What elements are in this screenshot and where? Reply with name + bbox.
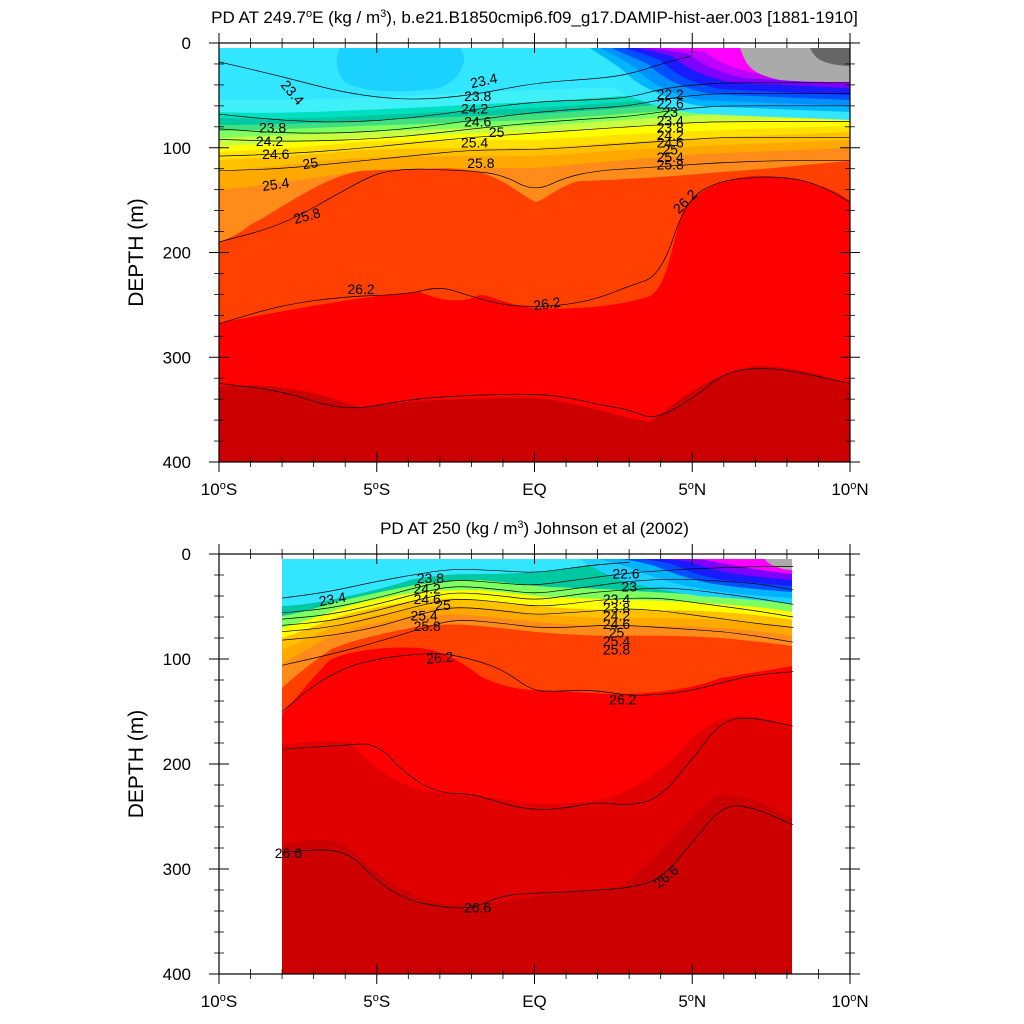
bottom-isoline-23.8	[282, 566, 794, 614]
top-isoline-25.8	[219, 159, 850, 243]
top-ytick-label: 400	[163, 453, 191, 472]
top-contour-label: 25.4	[461, 134, 488, 150]
bottom-isoline-26.6	[282, 805, 794, 909]
top-contour-label: 25.8	[657, 156, 684, 172]
top-contour-label: 24.6	[262, 146, 289, 162]
bottom-contour-label: 24.2	[603, 608, 630, 624]
bottom-isoline-25	[282, 597, 794, 633]
top-contour-label: 23.4	[657, 112, 684, 128]
bottom-contour-label: 25.4	[410, 608, 437, 624]
top-contour-label: 24.2	[256, 133, 283, 149]
top-contour-label: 25.8	[292, 204, 323, 227]
top-isoline-25	[219, 121, 850, 157]
bottom-contour-label: 26.6	[464, 900, 491, 916]
top-isoline-24.6	[219, 105, 850, 142]
top-isoline-24.2	[219, 92, 850, 134]
top-contour-label: 26.2	[532, 294, 561, 314]
top-contour-label: 23.8	[259, 120, 286, 136]
top-contour-label: 26.2	[347, 281, 374, 297]
bottom-contour-label: 24.2	[414, 580, 441, 596]
top-contour-label: 23.8	[657, 120, 684, 136]
bottom-contour-label: 23.8	[417, 570, 444, 586]
bottom-contour-label: 25.8	[603, 641, 630, 657]
bottom-contour-label: 24.6	[603, 616, 630, 632]
top-contour-label: 25	[301, 154, 319, 172]
bottom-isoline-26.2	[281, 653, 794, 712]
bottom-contour-label: 22.6	[612, 566, 639, 582]
bottom-contour-label: 24.6	[414, 591, 441, 607]
top-contour-label: 24.6	[657, 134, 684, 150]
top-contour-fill	[219, 43, 850, 462]
bottom-contour-label: 23.4	[603, 591, 630, 607]
top-contour-label: 24.2	[657, 127, 684, 143]
top-ytick-label: 0	[182, 34, 191, 53]
top-ytick-label: 200	[163, 244, 191, 263]
bottom-xtick-label: EQ	[522, 992, 547, 1011]
top-isoline-26.2	[219, 176, 850, 325]
bottom-contour-label: 25.8	[414, 618, 441, 634]
top-xtick-label: 10oS	[201, 480, 237, 499]
bottom-isoline-25.4	[282, 607, 794, 641]
bottom-isolines	[281, 562, 794, 909]
bottom-contour-labels: 23.423.824.224.62525.425.826.222.62323.4…	[275, 566, 682, 916]
top-ytick-label: 100	[163, 139, 191, 158]
bottom-ylabel: DEPTH (m)	[125, 710, 148, 819]
top-xtick-label: 5oN	[678, 480, 706, 499]
bottom-ytick-label: 0	[182, 545, 191, 564]
top-contour-label: 23.8	[464, 88, 491, 104]
top-contour-label: 23.4	[469, 70, 499, 91]
bottom-contour-label: 26.6	[275, 845, 302, 861]
bottom-xtick-label: 10oN	[831, 992, 868, 1011]
bottom-contour-fill	[219, 554, 850, 974]
bottom-ytick-label: 300	[163, 860, 191, 879]
top-contour-label: 23	[662, 104, 678, 120]
bottom-contour-label: 26.2	[609, 692, 636, 708]
bottom-isoline-26.4	[282, 717, 794, 810]
bottom-isoline-24.2	[282, 578, 794, 620]
bottom-contour-label: 25	[609, 625, 625, 641]
bottom-contour-label: 23	[621, 578, 637, 594]
top-xtick-label: 10oN	[831, 480, 868, 499]
bottom-panel: PD AT 250 (kg / m3) Johnson et al (2002)	[125, 519, 869, 1011]
top-xtick-label: 5oS	[363, 480, 390, 499]
bottom-isoline-25.8	[282, 620, 794, 666]
bottom-ytick-label: 100	[163, 650, 191, 669]
top-contour-label: 25	[662, 142, 678, 158]
bottom-ytick-label: 400	[163, 965, 191, 984]
top-xtick-label: EQ	[522, 480, 547, 499]
top-isoline-23.8	[219, 82, 850, 123]
bottom-contour-label: 25.4	[603, 633, 630, 649]
bottom-contour-label: 23.8	[603, 599, 630, 615]
bottom-isoline-24.6	[282, 587, 794, 626]
top-isoline-25.4	[219, 136, 850, 172]
bottom-contour-label: 25	[435, 597, 451, 613]
top-panel: PD AT 249.7oE (kg / m3), b.e21.B1850cmip…	[125, 8, 869, 499]
top-contour-label: 25	[489, 124, 505, 140]
top-contour-label: 24.6	[464, 113, 491, 129]
bottom-ytick-label: 200	[163, 755, 191, 774]
top-contour-label: 22.2	[657, 86, 684, 102]
top-contour-label: 24.2	[461, 101, 488, 117]
bottom-contour-label: 23.4	[318, 589, 348, 610]
top-contour-label: 25.8	[467, 155, 494, 171]
top-contour-label: 25.4	[657, 149, 684, 165]
bottom-xtick-label: 5oS	[363, 992, 390, 1011]
top-isolines	[219, 55, 850, 417]
bottom-contour-label: 26.2	[426, 649, 455, 667]
top-isoline-26.6	[219, 368, 850, 417]
bottom-axes: 10oS 5oS EQ 5oN 10oN 0 100 200 300 400	[163, 544, 869, 1011]
bottom-xtick-label: 10oS	[201, 992, 237, 1011]
top-contour-label: 22.6	[657, 96, 684, 112]
bottom-title: PD AT 250 (kg / m3) Johnson et al (2002)	[380, 519, 689, 538]
top-ylabel: DEPTH (m)	[125, 198, 148, 307]
top-ytick-label: 300	[163, 348, 191, 367]
top-axes: 10oS 5oS EQ 5oN 10oN 0 100 200 300 400	[163, 33, 869, 499]
top-contour-label: 25.4	[261, 174, 290, 194]
bottom-isoline-23.4	[282, 562, 630, 599]
top-title: PD AT 249.7oE (kg / m3), b.e21.B1850cmip…	[211, 8, 858, 27]
bottom-xtick-label: 5oN	[678, 992, 706, 1011]
top-isoline-23.4	[219, 55, 693, 100]
